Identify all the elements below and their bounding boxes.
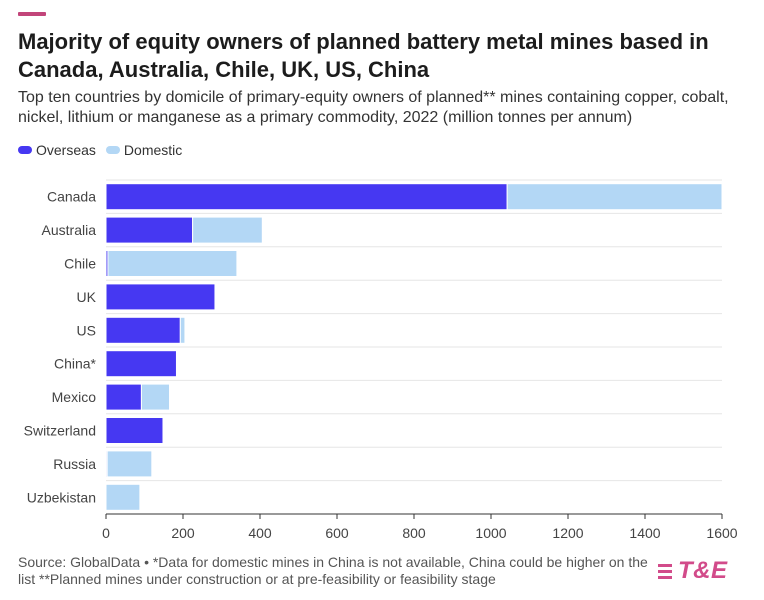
category-label: Canada	[47, 189, 96, 205]
legend-swatch-overseas	[18, 146, 32, 154]
x-tick-label: 0	[102, 525, 110, 541]
logo-text: T&E	[678, 557, 728, 584]
bar-domestic	[192, 216, 263, 244]
bar-domestic	[506, 183, 723, 211]
legend-item-domestic[interactable]: Domestic	[105, 142, 183, 158]
category-label: Mexico	[52, 389, 97, 405]
bar-domestic	[107, 250, 238, 277]
legend: Overseas Domestic	[18, 142, 192, 158]
bar-domestic	[179, 316, 186, 344]
x-tick-label: 1600	[706, 525, 737, 541]
legend-label-domestic: Domestic	[123, 142, 183, 158]
chart-title: Majority of equity owners of planned bat…	[18, 29, 709, 82]
bar-domestic	[106, 450, 153, 478]
bar-overseas	[105, 383, 142, 411]
legend-swatch-domestic	[105, 146, 120, 154]
accent-bar	[18, 12, 46, 16]
category-label: China*	[54, 356, 97, 372]
category-label: UK	[77, 289, 97, 305]
source-note: Source: GlobalData • *Data for domestic …	[18, 554, 648, 587]
te-logo: T&E	[658, 557, 728, 585]
x-tick-label: 1000	[475, 525, 506, 541]
category-label: Uzbekistan	[27, 489, 96, 505]
bar-overseas	[105, 216, 194, 244]
legend-label-overseas: Overseas	[36, 142, 96, 158]
bar-overseas	[105, 316, 181, 344]
bar-overseas	[105, 417, 164, 444]
category-label: US	[77, 322, 96, 338]
bar-overseas	[105, 350, 177, 378]
bar-domestic	[105, 483, 141, 511]
category-label: Russia	[53, 456, 96, 472]
category-label: Switzerland	[24, 423, 96, 439]
chart-subtitle: Top ten countries by domicile of primary…	[18, 89, 729, 126]
category-label: Australia	[42, 222, 97, 238]
x-tick-label: 200	[171, 525, 195, 541]
legend-item-overseas[interactable]: Overseas	[18, 142, 96, 158]
x-tick-label: 600	[325, 525, 349, 541]
x-tick-label: 1200	[552, 525, 583, 541]
category-label: Chile	[64, 256, 96, 272]
bar-domestic	[140, 383, 171, 411]
bar-overseas	[105, 283, 216, 311]
x-tick-label: 400	[248, 525, 272, 541]
bar-overseas	[105, 183, 508, 211]
x-tick-label: 1400	[629, 525, 660, 541]
logo-stripes-icon	[658, 562, 672, 580]
x-tick-label: 800	[402, 525, 426, 541]
